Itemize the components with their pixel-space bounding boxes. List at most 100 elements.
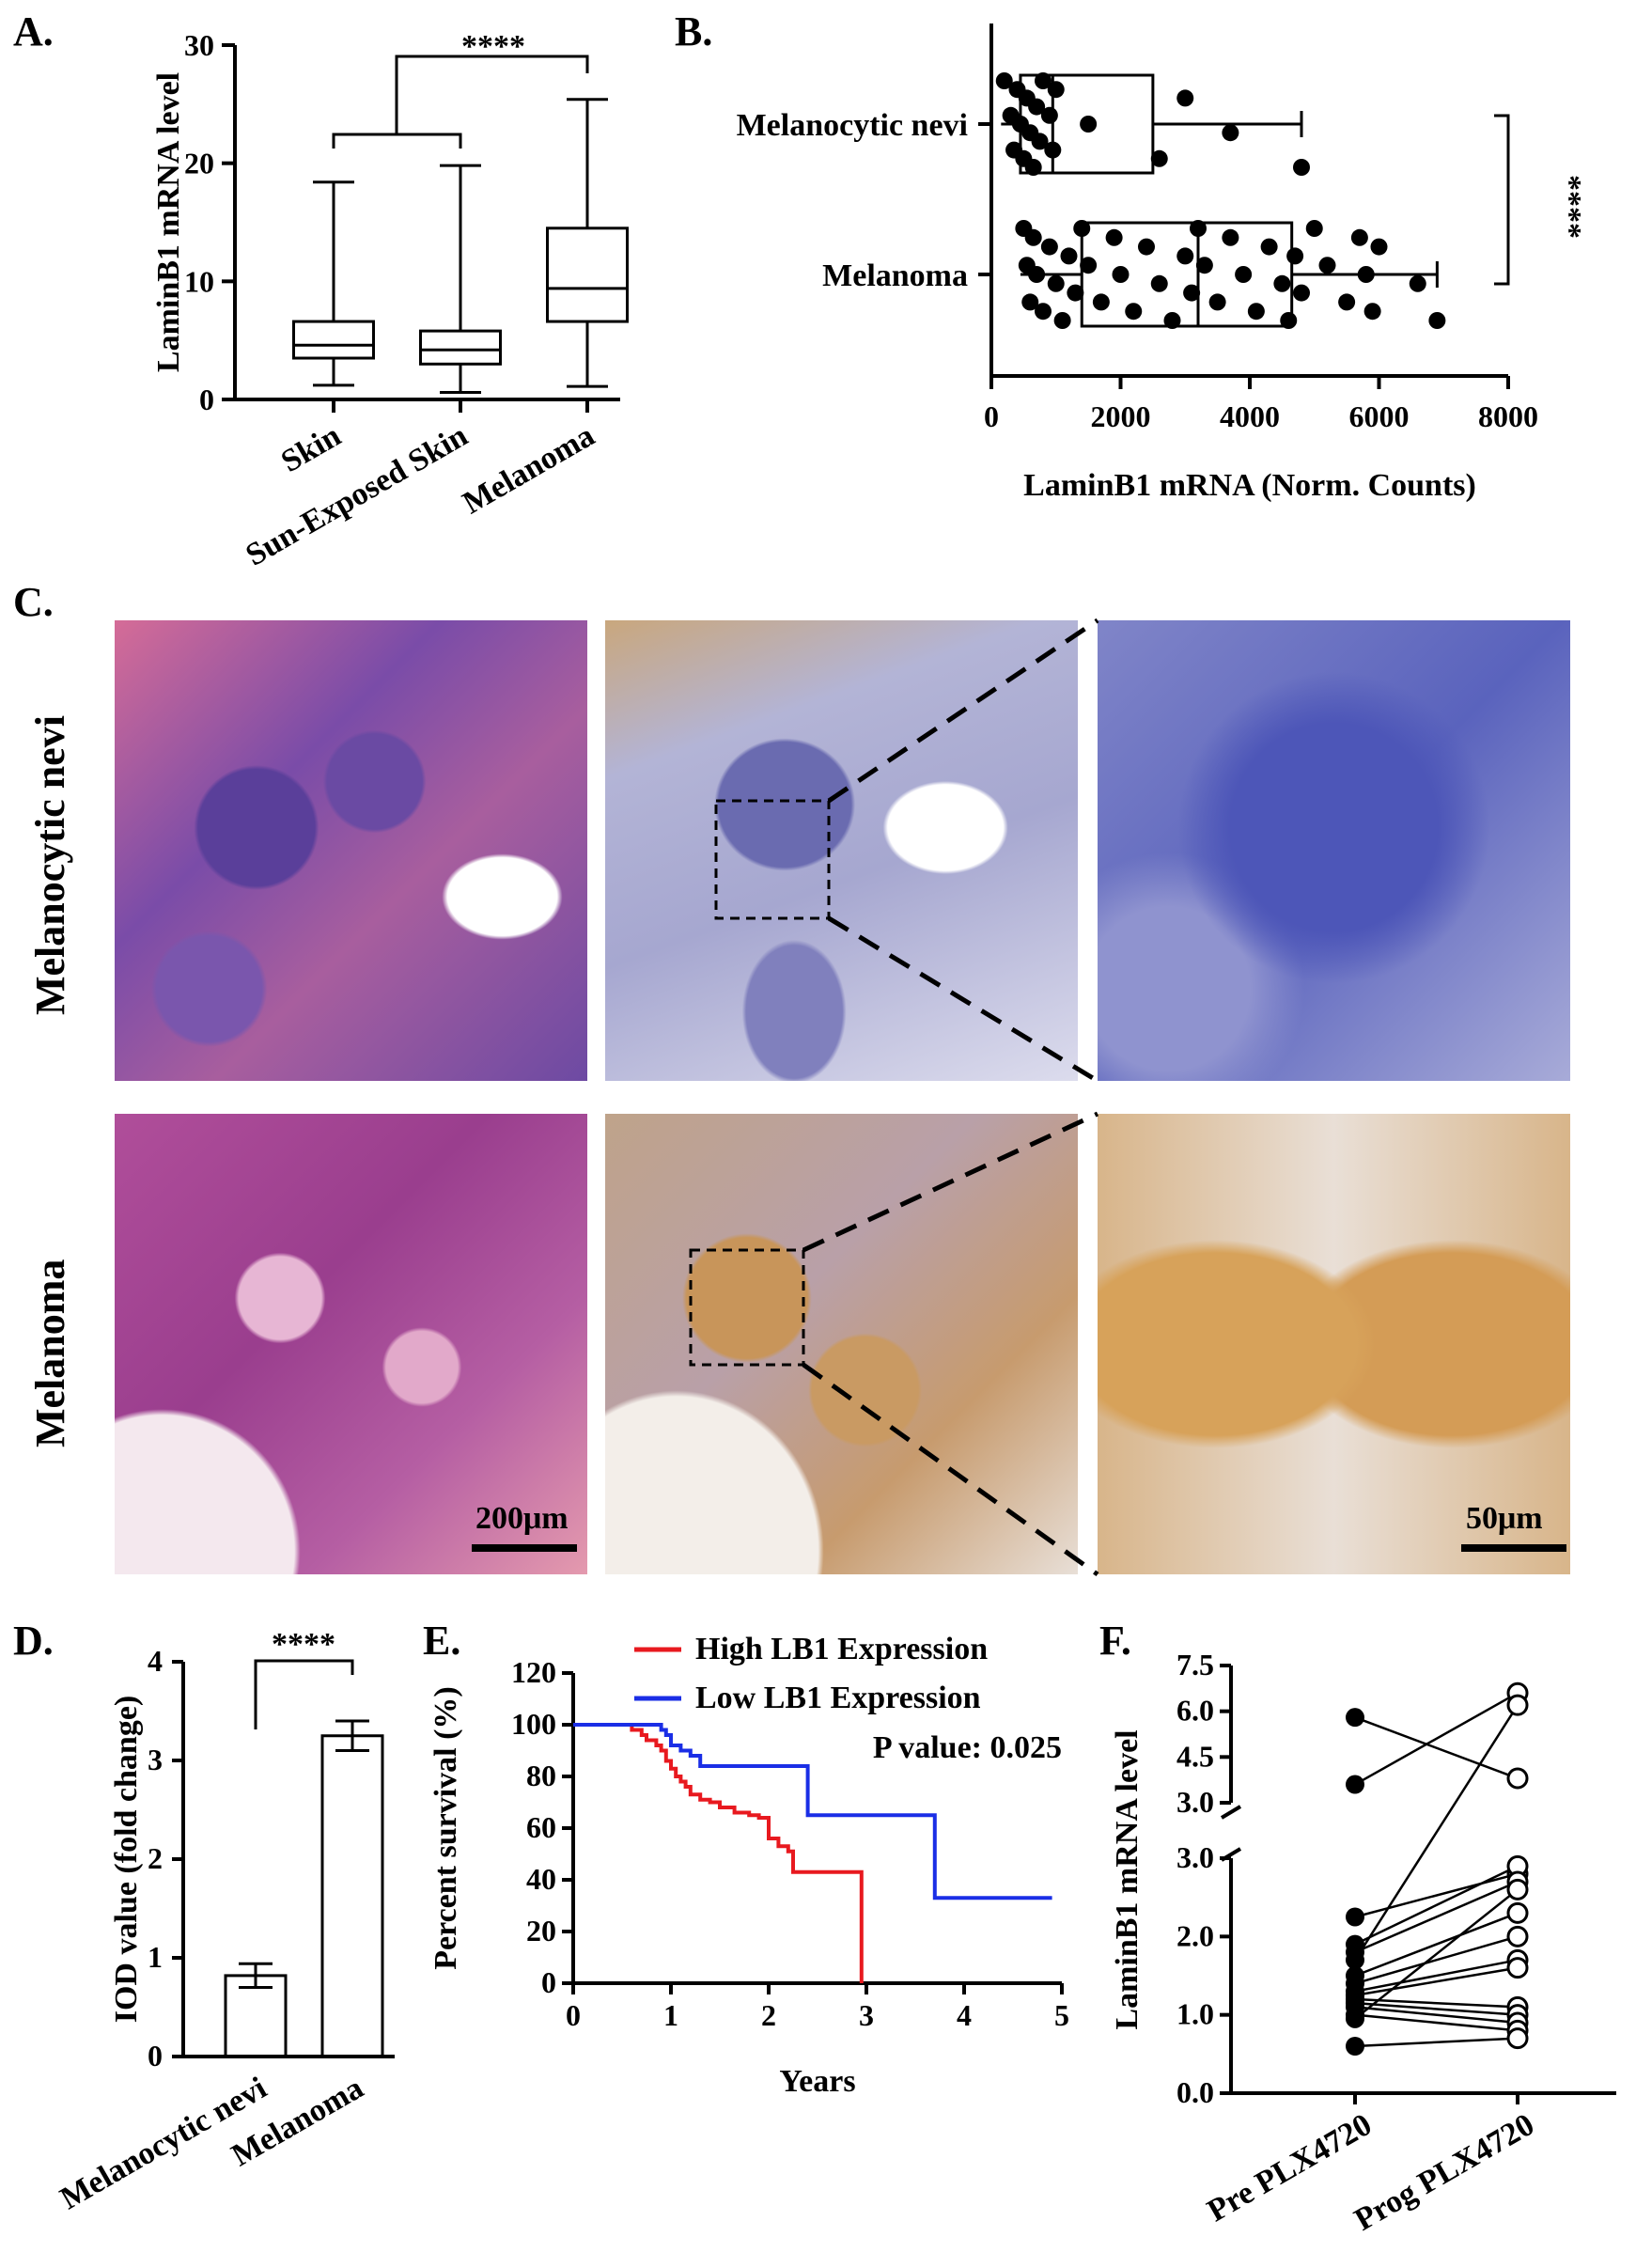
- y-tick-label: 100: [511, 1707, 556, 1741]
- y-tick-label: 2: [148, 1841, 163, 1875]
- data-point: [1293, 284, 1310, 302]
- legend-label: High LB1 Expression: [695, 1632, 988, 1666]
- y-tick-label: 4: [148, 1644, 163, 1678]
- zoom-line-melanoma-bottom: [802, 1362, 1099, 1577]
- data-point: [1176, 247, 1194, 265]
- pre-point: [1346, 2037, 1364, 2056]
- data-point: [1060, 247, 1078, 265]
- data-point: [1163, 312, 1181, 329]
- pre-point: [1346, 1708, 1364, 1728]
- y-tick-label: 20: [184, 147, 214, 180]
- data-point: [1040, 238, 1058, 256]
- x-tick-label: 0: [984, 399, 999, 433]
- pair-line: [1354, 1865, 1519, 1946]
- panel-letter-e: E.: [423, 1618, 461, 1664]
- data-point: [1260, 238, 1278, 256]
- chart-e: 0 20 40 60 80 100 120 0 1 2 3 4 5 Years Percent surviv…: [428, 1632, 1069, 2099]
- scalebar-label-50: 50μm: [1466, 1501, 1543, 1536]
- pair-line: [1354, 1888, 1519, 2020]
- bracket-outer: [395, 55, 589, 134]
- data-point: [1195, 257, 1213, 274]
- data-point: [1176, 89, 1194, 107]
- data-point: [1235, 266, 1253, 283]
- data-point: [1035, 72, 1052, 89]
- data-point: [1305, 220, 1323, 237]
- y-axis-label: LaminB1 mRNA level: [1110, 1729, 1145, 2029]
- data-point: [1028, 98, 1046, 116]
- box: [419, 329, 502, 366]
- x-axis-label: LaminB1 mRNA (Norm. Counts): [1023, 468, 1476, 503]
- box: [1080, 221, 1294, 328]
- prog-point: [1506, 1925, 1529, 1947]
- pair-line: [1354, 2001, 1519, 2016]
- inset-box-melanoma: [689, 1248, 805, 1367]
- panel-letter-b: B.: [675, 8, 713, 55]
- x-tick-label: 8000: [1478, 399, 1538, 433]
- pair-line: [1354, 1692, 1519, 1786]
- data-point: [1105, 228, 1123, 246]
- data-point: [1138, 238, 1155, 256]
- y-tick-label: 1: [148, 1940, 163, 1974]
- prog-point: [1506, 1901, 1529, 1924]
- data-point: [1024, 228, 1042, 246]
- data-point: [1428, 312, 1446, 329]
- pair-line: [1354, 2013, 1519, 2032]
- significance-label: ****: [272, 1627, 335, 1662]
- y-tick-label: 0: [148, 2039, 163, 2072]
- data-point: [1208, 293, 1226, 311]
- data-point: [1293, 159, 1310, 176]
- data-point: [1047, 81, 1065, 99]
- pair-line: [1354, 1997, 1519, 2009]
- data-point: [1280, 312, 1298, 329]
- data-point: [1073, 220, 1091, 237]
- data-point: [1350, 228, 1368, 246]
- pair-line: [1354, 1880, 1519, 1954]
- y-axis-label: Percent survival (%): [428, 1686, 463, 1970]
- y-tick-label: 120: [511, 1655, 556, 1689]
- data-point: [1370, 238, 1388, 256]
- ihc-melanoma-image: [605, 1114, 1078, 1574]
- x-tick-label: 6000: [1349, 399, 1410, 433]
- y-tick-label: 0: [199, 383, 214, 416]
- x-tick-label: 5: [1054, 1998, 1069, 2032]
- x-tick-label: 0: [566, 1998, 581, 2032]
- panel-letter-a: A.: [13, 8, 54, 55]
- panel-letter-f: F.: [1099, 1618, 1131, 1664]
- significance-label: ****: [461, 29, 525, 64]
- prog-point: [1506, 1957, 1529, 1979]
- y-tick-label: 80: [526, 1759, 556, 1792]
- x-tick-label: 4: [957, 1998, 972, 2032]
- data-point: [1409, 274, 1426, 292]
- data-point: [1125, 303, 1143, 321]
- data-point: [1222, 124, 1239, 142]
- x-tick-label: 2: [761, 1998, 776, 2032]
- y-tick-label: 20: [526, 1914, 556, 1947]
- axis-break-mark: [1220, 1805, 1242, 1820]
- data-point: [1080, 257, 1098, 274]
- y-tick-label: 4.5: [1176, 1739, 1214, 1773]
- scalebar-200: [472, 1544, 577, 1552]
- bracket: [1494, 114, 1510, 286]
- y-tick-label: 30: [184, 28, 214, 62]
- data-point: [1035, 303, 1052, 321]
- x-tick-label: 1: [663, 1998, 678, 2032]
- data-point: [1028, 266, 1046, 283]
- x-axis-label: Years: [779, 2064, 855, 2099]
- data-point: [995, 72, 1013, 89]
- data-point: [1031, 133, 1049, 150]
- y-tick-label: 10: [184, 264, 214, 298]
- pair-line: [1354, 1959, 1519, 1993]
- y-tick-label: 6.0: [1176, 1694, 1214, 1728]
- data-point: [1338, 293, 1356, 311]
- prog-point: [1506, 1694, 1529, 1716]
- data-point: [1286, 247, 1304, 265]
- data-point: [1067, 284, 1084, 302]
- y-tick-label: 2.0: [1176, 1918, 1214, 1952]
- panel-letter-c: C.: [13, 579, 54, 625]
- y-tick-label: Melanoma: [822, 258, 968, 293]
- p-value-annotation: P value: 0.025: [873, 1730, 1062, 1765]
- legend-label: Low LB1 Expression: [695, 1681, 981, 1715]
- chart-f: 0.0 1.0 2.0 3.0 3.0 4.5 6.0 7.5 LaminB1 mRNA lev…: [1110, 1648, 1616, 2238]
- ihc-nevi-image: [605, 620, 1078, 1081]
